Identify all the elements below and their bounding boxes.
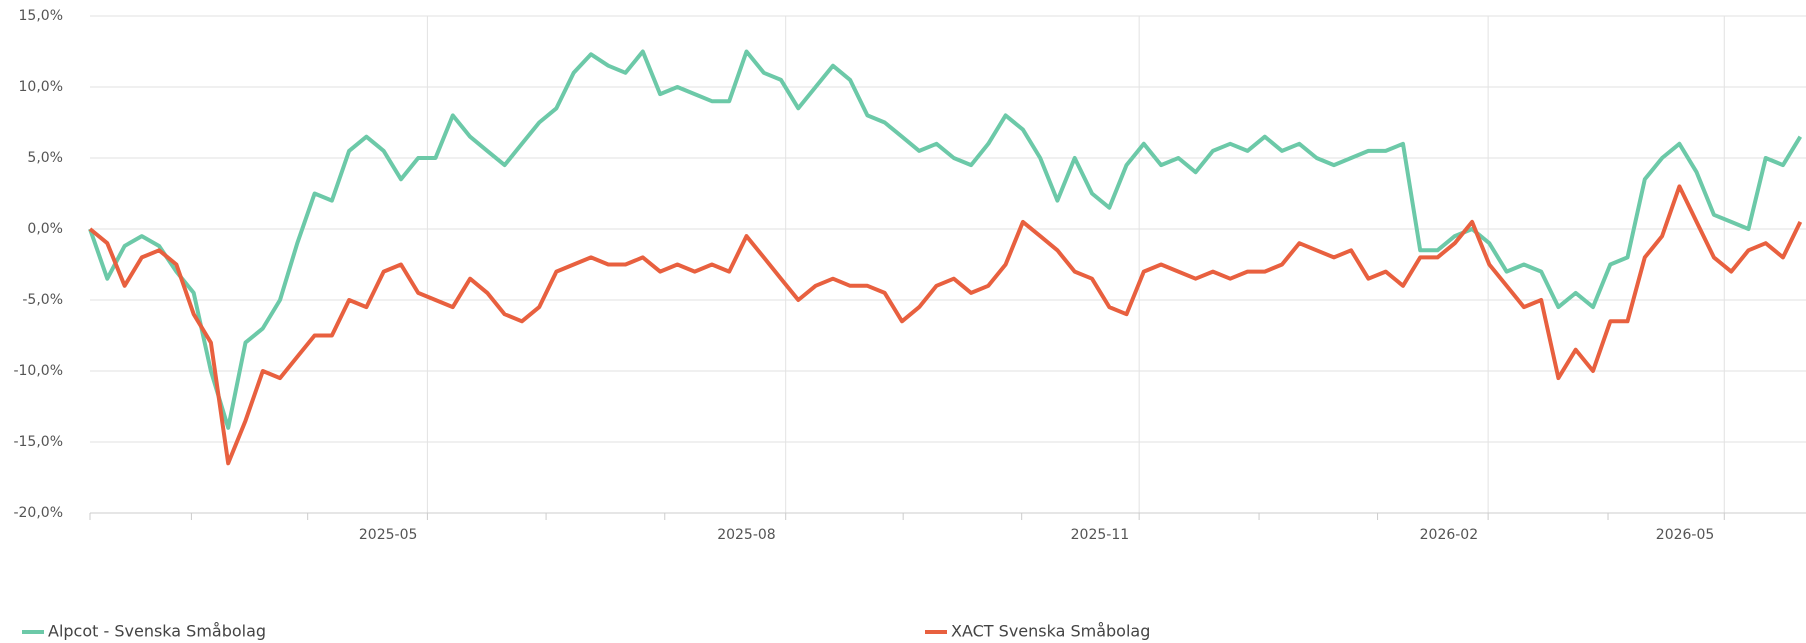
y-tick-label: -15,0% bbox=[13, 434, 63, 450]
y-tick-label: -5,0% bbox=[22, 292, 63, 308]
y-tick-label: 5,0% bbox=[27, 150, 63, 166]
series-line bbox=[88, 49, 1803, 430]
x-tick-label: 2025-08 bbox=[717, 527, 776, 543]
x-tick-label: 2025-11 bbox=[1071, 527, 1130, 543]
y-tick-label: 15,0% bbox=[19, 8, 63, 24]
legend-label: XACT Svenska Småbolag bbox=[951, 622, 1150, 641]
series-line bbox=[88, 184, 1803, 466]
x-tick-label: 2026-05 bbox=[1656, 527, 1715, 543]
y-tick-label: -20,0% bbox=[13, 505, 63, 521]
x-tick-label: 2026-02 bbox=[1420, 527, 1479, 543]
y-tick-label: 10,0% bbox=[19, 79, 63, 95]
y-tick-label: 0,0% bbox=[27, 221, 63, 237]
legend-label: Alpcot - Svenska Småbolag bbox=[48, 622, 266, 641]
x-tick-label: 2025-05 bbox=[359, 527, 418, 543]
y-tick-label: -10,0% bbox=[13, 363, 63, 379]
